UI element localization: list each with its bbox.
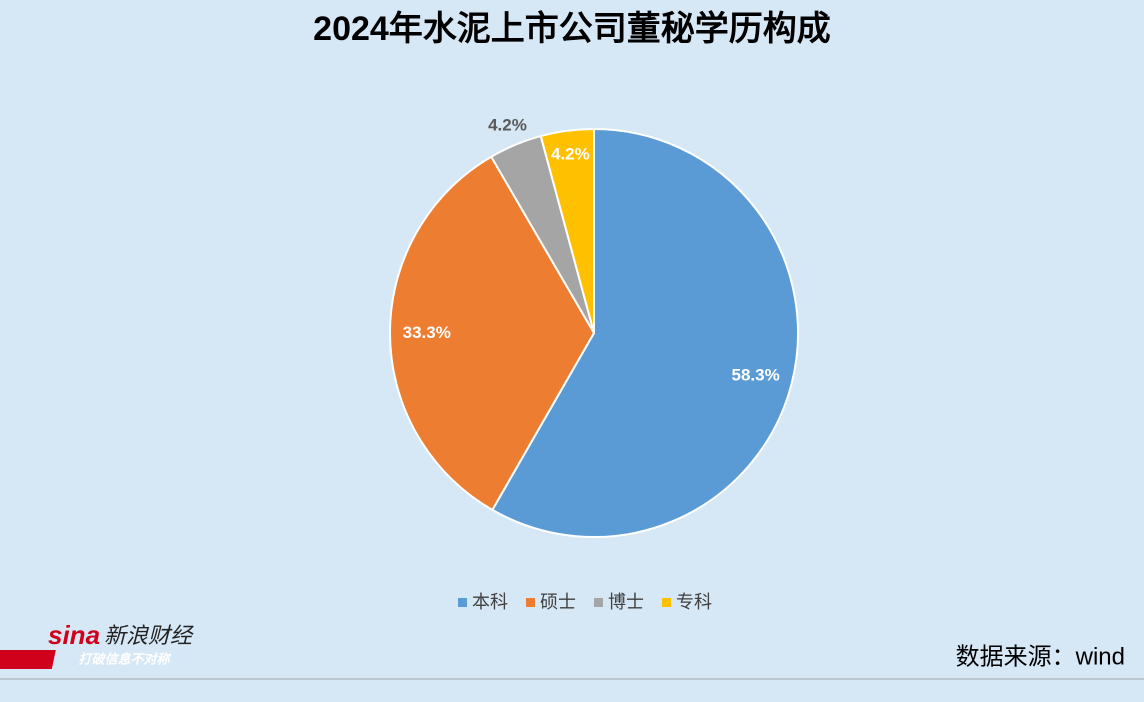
pie-slice (491, 127, 800, 538)
data-label: 58.3% (732, 366, 780, 385)
logo-brand: sina (48, 620, 100, 650)
data-label: 4.2% (551, 145, 590, 164)
legend-swatch (594, 598, 603, 607)
legend-label: 硕士 (540, 592, 576, 612)
source-note: 数据来源：wind (956, 643, 1125, 670)
legend-swatch (458, 598, 467, 607)
data-label: 33.3% (403, 323, 451, 342)
legend-label: 本科 (472, 592, 508, 612)
data-label: 4.2% (488, 115, 527, 134)
logo-banner (0, 650, 56, 669)
logo-name: 新浪财经 (104, 623, 194, 648)
chart-title: 2024年水泥上市公司董秘学历构成 (313, 9, 831, 48)
logo: sina 新浪财经 打破信息不对称 (0, 620, 194, 669)
logo-slogan: 打破信息不对称 (78, 651, 172, 666)
legend-swatch (526, 598, 535, 607)
legend-swatch (662, 598, 671, 607)
pie-slice (539, 127, 595, 334)
legend-label: 博士 (608, 592, 644, 612)
legend-label: 专科 (676, 592, 712, 612)
pie-slice (389, 155, 596, 512)
